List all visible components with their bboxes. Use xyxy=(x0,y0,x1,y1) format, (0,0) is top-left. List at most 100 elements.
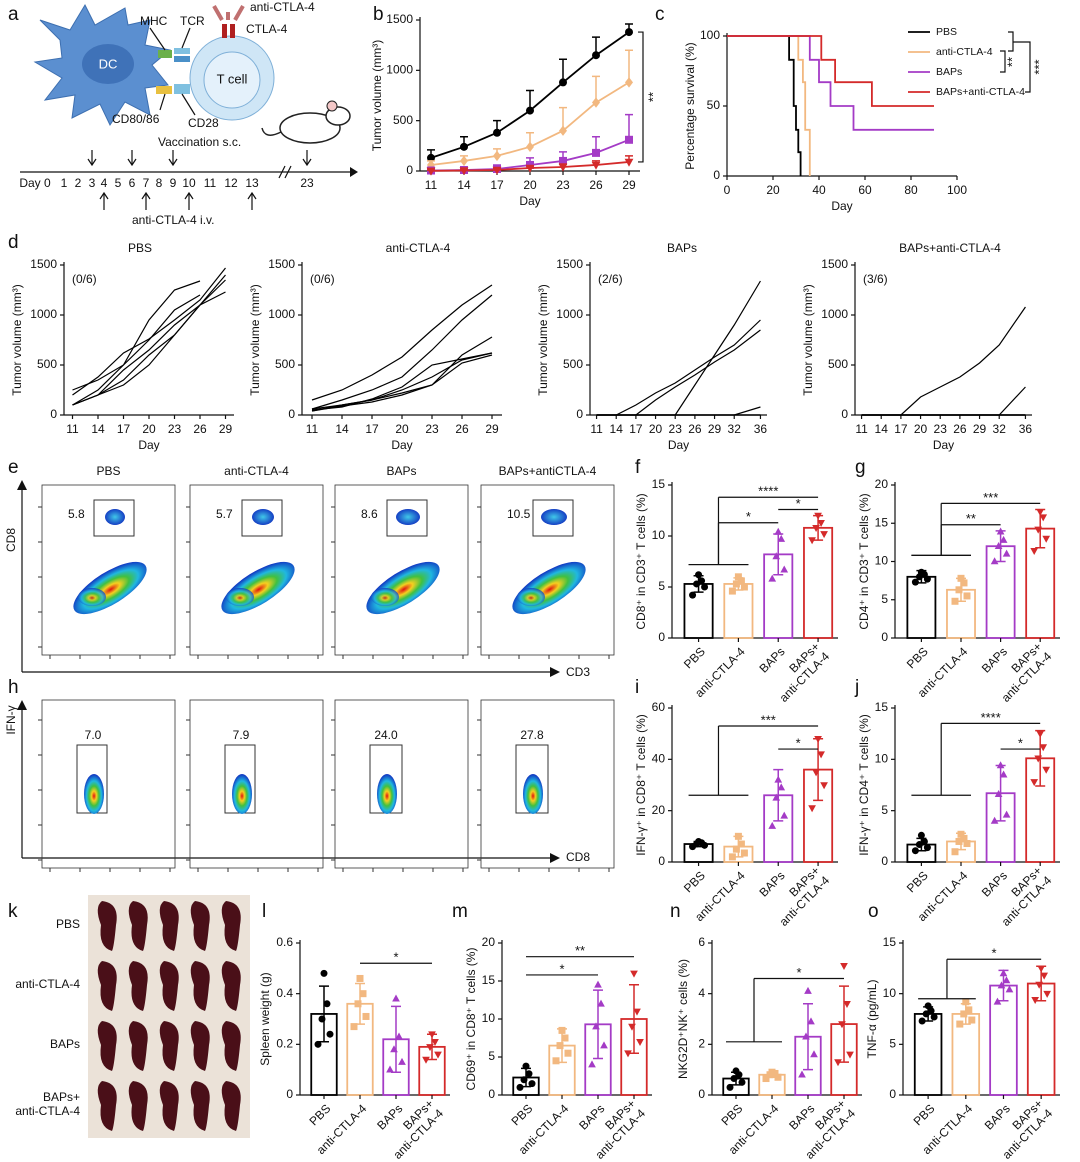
data-point xyxy=(426,1044,434,1052)
mouse-ear xyxy=(326,100,338,112)
data-point xyxy=(434,1051,442,1059)
data-point xyxy=(318,1015,326,1023)
data-point xyxy=(918,1017,926,1025)
y-tick-label: 20 xyxy=(652,803,666,817)
data-point xyxy=(772,793,781,801)
data-point xyxy=(740,583,748,591)
axis-break xyxy=(278,165,292,179)
spleen xyxy=(128,961,148,1011)
y-tick-label: 0.6 xyxy=(276,935,293,949)
data-point xyxy=(990,557,999,565)
data-point xyxy=(525,1070,533,1078)
y-axis-label: IFN-γ⁺ in CD8⁺ T cells (%) xyxy=(634,714,648,856)
data-point xyxy=(808,537,816,545)
population xyxy=(377,774,397,814)
y-tick-label: 5 xyxy=(889,1037,896,1051)
x-tick-label: 11 xyxy=(855,422,868,436)
data-point xyxy=(774,775,783,783)
series-line xyxy=(72,291,226,406)
annotation: * xyxy=(746,509,751,524)
x-tick-label: 23 xyxy=(556,178,570,192)
data-point xyxy=(780,811,789,819)
data-point xyxy=(814,512,822,520)
data-point xyxy=(624,1050,632,1058)
y-axis-label: Percentage survival (%) xyxy=(683,42,697,169)
data-point xyxy=(1040,972,1049,980)
y-axis-label: Tumor volume (mm³) xyxy=(248,284,262,396)
data-point xyxy=(780,565,789,573)
cell-label: DC xyxy=(99,56,118,71)
data-point xyxy=(728,853,736,861)
timeline-label: 4 xyxy=(101,176,108,190)
data-point xyxy=(561,1034,569,1042)
molecule-label: TCR xyxy=(180,14,205,28)
molecule-label: CD28 xyxy=(188,116,219,130)
data-point xyxy=(957,830,965,838)
population xyxy=(84,774,104,814)
timeline-label: 5 xyxy=(115,176,122,190)
spleen xyxy=(221,1021,241,1071)
error-bar xyxy=(629,984,639,1054)
data-point xyxy=(768,821,777,829)
spleen xyxy=(190,901,210,951)
y-tick-label: 0 xyxy=(406,163,413,177)
cd28 xyxy=(174,84,190,94)
data-point xyxy=(804,986,812,994)
data-point xyxy=(323,1000,331,1008)
population xyxy=(252,509,274,525)
marker xyxy=(624,158,634,167)
x-tick-label: 17 xyxy=(894,422,908,436)
spleen xyxy=(190,1081,210,1131)
data-point xyxy=(558,1026,566,1034)
data-point xyxy=(695,571,703,579)
flow-plot xyxy=(189,699,324,869)
annotation: * xyxy=(796,736,801,751)
chart-title: PBS xyxy=(128,241,152,255)
row-label: BAPs xyxy=(50,1037,80,1051)
marker xyxy=(427,153,435,162)
x-tick-label: 80 xyxy=(904,183,918,197)
population xyxy=(517,588,545,606)
panel-letter: n xyxy=(670,901,681,922)
timeline-label: 23 xyxy=(300,176,314,190)
bracket xyxy=(1000,50,1006,73)
data-point xyxy=(1042,535,1051,543)
data-point xyxy=(840,963,848,970)
data-point xyxy=(1030,779,1039,787)
marker xyxy=(460,155,468,167)
y-tick-label: 1000 xyxy=(556,307,583,321)
x-tick-label: 26 xyxy=(688,422,702,436)
marker xyxy=(592,97,600,108)
spleen xyxy=(97,1021,117,1071)
x-axis-label: Day xyxy=(831,199,852,213)
population xyxy=(226,588,254,606)
y-tick-label: 0 xyxy=(50,407,57,421)
x-tick-label: 29 xyxy=(708,422,722,436)
data-point xyxy=(923,844,931,852)
flow-title: BAPs+antiCTLA-4 xyxy=(499,464,597,478)
timeline-label: 9 xyxy=(170,176,177,190)
legend-label: BAPs xyxy=(936,66,962,78)
marker xyxy=(625,28,633,37)
annotation: ** xyxy=(645,92,660,102)
pointer xyxy=(181,93,196,116)
x-tick-label: 11 xyxy=(590,422,603,436)
marker xyxy=(493,128,501,137)
data-point xyxy=(398,1057,406,1065)
data-point xyxy=(1039,744,1048,752)
arrowhead xyxy=(184,191,194,200)
dc-nucleus xyxy=(82,44,134,84)
x-tick-label: 11 xyxy=(425,178,438,192)
error-bar xyxy=(593,989,603,1060)
arrowhead xyxy=(168,158,178,167)
molecule-label: anti-CTLA-4 xyxy=(250,0,315,14)
panel-letter: o xyxy=(868,901,879,922)
series-line xyxy=(596,319,761,416)
y-axis-label: Tumor volume (mm³) xyxy=(536,284,550,396)
marker xyxy=(526,106,534,115)
mhc xyxy=(158,50,172,58)
y-tick-label: 5 xyxy=(488,1049,495,1063)
text-line: BAPs+ xyxy=(43,1090,80,1104)
data-point xyxy=(777,534,786,542)
